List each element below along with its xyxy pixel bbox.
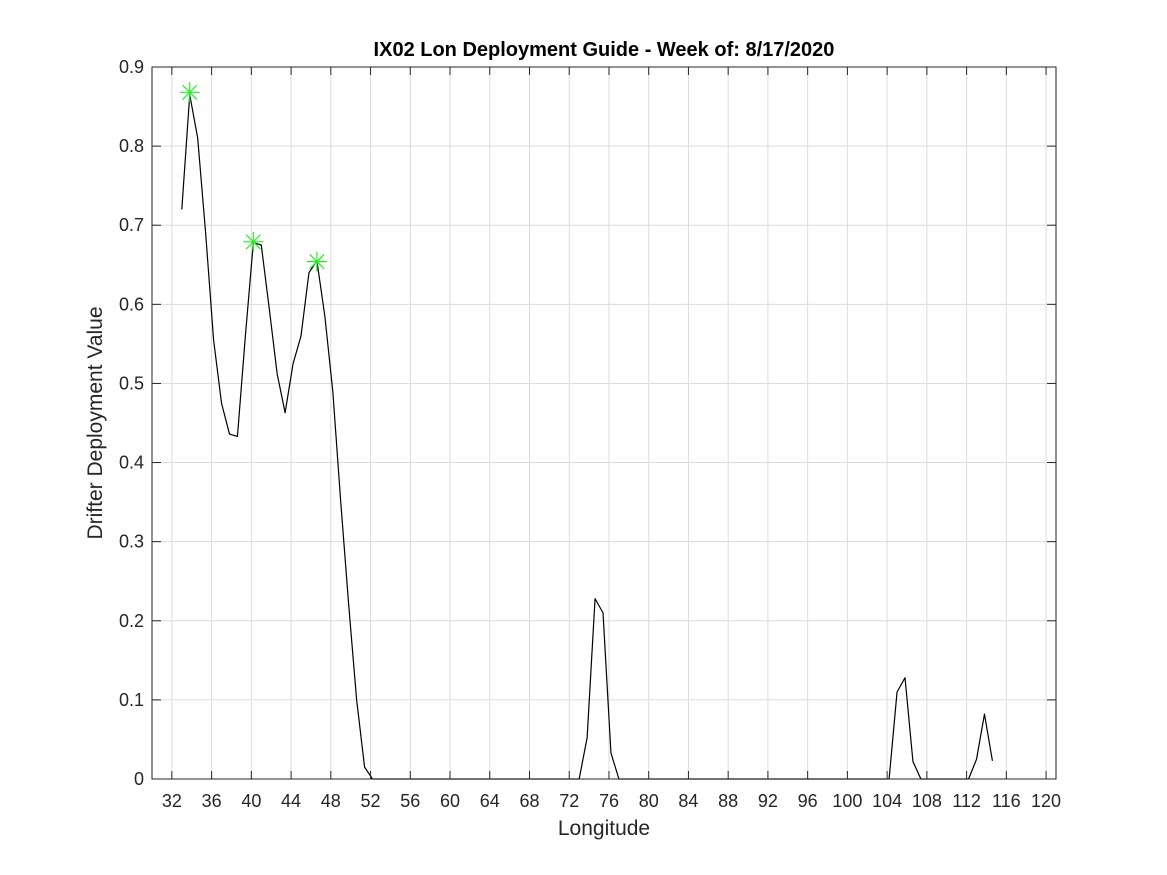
x-tick-label: 64 bbox=[480, 791, 500, 811]
marker-stroke bbox=[309, 253, 325, 270]
peak-marker bbox=[243, 231, 264, 252]
y-tick-label: 0.4 bbox=[119, 453, 144, 473]
peak-marker bbox=[306, 251, 327, 272]
x-tick-label: 112 bbox=[952, 791, 981, 811]
y-tick-label: 0.1 bbox=[119, 690, 144, 710]
y-tick-label: 0.6 bbox=[119, 294, 144, 314]
y-tick-label: 0.3 bbox=[119, 532, 144, 552]
x-tick-label: 116 bbox=[992, 791, 1021, 811]
x-tick-label: 84 bbox=[678, 791, 698, 811]
x-tick-label: 52 bbox=[361, 791, 381, 811]
x-tick-label: 44 bbox=[281, 791, 301, 811]
x-tick-label: 104 bbox=[872, 791, 902, 811]
x-axis-label: Longitude bbox=[558, 817, 650, 840]
grid-lines bbox=[152, 66, 1056, 780]
marker-stroke bbox=[182, 84, 198, 100]
x-tick-label: 60 bbox=[440, 791, 460, 811]
y-tick-label: 0.9 bbox=[119, 57, 144, 77]
peak-marker bbox=[179, 82, 200, 103]
axes-box bbox=[151, 66, 1057, 780]
x-tick-label: 68 bbox=[519, 791, 539, 811]
y-axis-label: Drifter Deployment Value bbox=[84, 306, 107, 539]
x-tick-label: 36 bbox=[202, 791, 222, 811]
marker-stroke bbox=[245, 234, 261, 250]
plot-area bbox=[152, 67, 1056, 779]
y-tick-label: 0.7 bbox=[119, 215, 144, 235]
chart-title: IX02 Lon Deployment Guide - Week of: 8/1… bbox=[374, 39, 835, 61]
x-tick-label: 48 bbox=[321, 791, 341, 811]
x-tick-label: 100 bbox=[832, 791, 862, 811]
y-tick-labels: 0 0.1 0.2 0.3 0.4 0.5 0.6 0.7 0.8 0.9 bbox=[119, 57, 144, 789]
x-tick-label: 120 bbox=[1031, 791, 1061, 811]
x-tick-label: 40 bbox=[241, 791, 261, 811]
x-tick-label: 108 bbox=[912, 791, 942, 811]
axis-ticks bbox=[152, 66, 1056, 780]
x-tick-label: 76 bbox=[599, 791, 619, 811]
x-tick-label: 96 bbox=[798, 791, 818, 811]
x-tick-labels: 32 36 40 44 48 52 56 60 64 68 72 76 80 84 88 92 96 100 104… bbox=[162, 791, 1061, 811]
x-tick-label: 72 bbox=[559, 791, 579, 811]
y-tick-label: 0.2 bbox=[119, 611, 144, 631]
x-tick-label: 80 bbox=[639, 791, 659, 811]
x-tick-label: 92 bbox=[758, 791, 778, 811]
peak-markers bbox=[179, 82, 327, 272]
x-tick-label: 32 bbox=[162, 791, 182, 811]
x-tick-label: 88 bbox=[718, 791, 738, 811]
x-tick-label: 56 bbox=[400, 791, 420, 811]
y-tick-label: 0.8 bbox=[119, 136, 144, 156]
y-tick-label: 0 bbox=[134, 769, 144, 789]
y-tick-label: 0.5 bbox=[119, 373, 144, 393]
